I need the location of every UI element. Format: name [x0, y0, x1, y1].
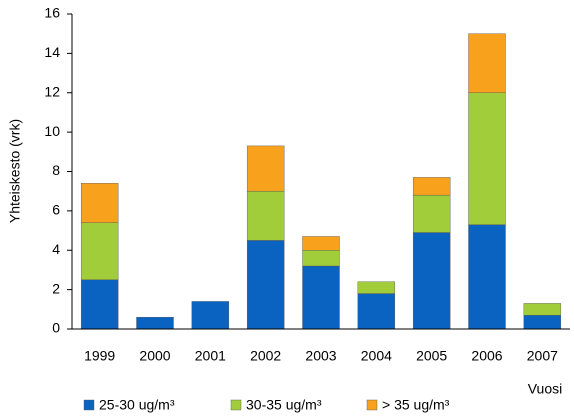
bar-segment — [80, 183, 119, 223]
y-tick-label: 10 — [44, 123, 60, 139]
bar-segment — [412, 177, 451, 196]
bar-segment — [302, 265, 340, 330]
legend-label: 30-35 ug/m³ — [246, 397, 322, 413]
y-tick-label: 6 — [52, 202, 60, 218]
x-tick-label: 2006 — [471, 348, 502, 364]
legend-swatch — [83, 399, 95, 411]
x-tick-label: 2002 — [250, 348, 281, 364]
bar-segment — [468, 224, 506, 330]
bar-segment — [523, 315, 562, 330]
x-axis-label: Vuosi — [528, 381, 563, 397]
y-tick-label: 0 — [52, 320, 60, 336]
bar-segment — [246, 190, 285, 241]
x-tick-label: 2007 — [527, 348, 558, 364]
bar-segment — [136, 316, 174, 330]
legend-swatch — [366, 399, 378, 411]
bar-segment — [412, 232, 451, 330]
bar-segment — [80, 279, 119, 330]
bar-segment — [468, 92, 506, 225]
y-axis-label: Yhteiskesto (vrk) — [7, 119, 23, 223]
bar-segment — [302, 236, 340, 251]
y-tick-label: 14 — [44, 44, 60, 60]
legend-swatch — [230, 399, 242, 411]
bar-segment — [468, 33, 506, 93]
x-tick-label: 2001 — [195, 348, 226, 364]
x-tick-label: 2004 — [361, 348, 392, 364]
bar-segment — [357, 281, 396, 294]
bar-segment — [246, 145, 285, 192]
bar-segment — [302, 250, 340, 267]
bar-segment — [80, 222, 119, 280]
bar-segment — [523, 303, 562, 316]
x-tick-label: 2000 — [139, 348, 170, 364]
bar-segment — [191, 301, 230, 330]
y-tick-label: 2 — [52, 280, 60, 296]
y-tick-label: 8 — [52, 162, 60, 178]
y-tick-label: 4 — [52, 241, 60, 257]
x-tick-label: 2005 — [416, 348, 447, 364]
bar-segment — [246, 240, 285, 330]
y-tick-label: 16 — [44, 5, 60, 21]
bar-segment — [357, 293, 396, 330]
bar-segment — [412, 194, 451, 233]
y-tick-label: 12 — [44, 83, 60, 99]
x-tick-label: 2003 — [305, 348, 336, 364]
legend-label: 25-30 ug/m³ — [99, 397, 175, 413]
x-tick-label: 1999 — [84, 348, 115, 364]
legend-label: > 35 ug/m³ — [382, 397, 450, 413]
